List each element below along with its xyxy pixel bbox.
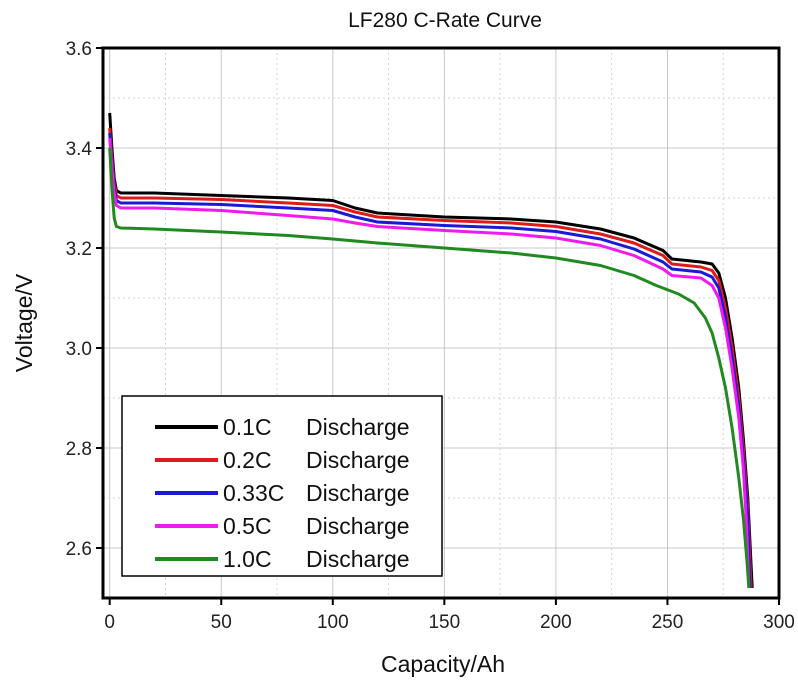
legend-series-label: Discharge xyxy=(306,447,410,473)
series-line-0-2c xyxy=(108,127,753,589)
x-tick-label: 300 xyxy=(763,612,795,633)
x-tick-label: 100 xyxy=(317,612,349,633)
axis-ticks: 0 50 100 150 200 250 300 2.6 2.8 3.0 3.2 3.4 3.6 xyxy=(66,39,795,633)
x-axis-title: Capacity/Ah xyxy=(381,651,505,677)
x-tick-label: 0 xyxy=(104,612,115,633)
legend-series-label: Discharge xyxy=(306,414,410,440)
series-lines xyxy=(108,112,754,589)
series-line-0-5c xyxy=(108,137,751,589)
legend-series-name: 0.5C xyxy=(223,513,272,539)
legend-series-label: Discharge xyxy=(306,480,410,506)
y-axis-title: Voltage/V xyxy=(11,273,37,372)
y-tick-label: 2.8 xyxy=(66,439,92,460)
x-tick-label: 250 xyxy=(652,612,684,633)
series-line-1-0c xyxy=(108,147,751,589)
x-tick-label: 200 xyxy=(540,612,572,633)
y-tick-label: 3.4 xyxy=(66,139,93,160)
legend-series-name: 0.33C xyxy=(223,480,284,506)
legend-series-name: 1.0C xyxy=(223,546,272,572)
y-tick-label: 3.6 xyxy=(66,39,92,60)
series-line-0-33c xyxy=(108,132,752,589)
legend-series-name: 0.1C xyxy=(223,414,272,440)
x-tick-label: 50 xyxy=(211,612,232,633)
plot-frame xyxy=(101,46,781,600)
series-line-0-1c xyxy=(108,112,754,589)
legend: 0.1C Discharge 0.2C Discharge 0.33C Discharge… xyxy=(121,395,443,577)
chart-title: LF280 C-Rate Curve xyxy=(348,9,542,32)
y-tick-label: 3.2 xyxy=(66,239,92,260)
legend-series-label: Discharge xyxy=(306,513,410,539)
y-tick-label: 2.6 xyxy=(66,539,92,560)
legend-series-name: 0.2C xyxy=(223,447,272,473)
x-tick-label: 150 xyxy=(428,612,460,633)
y-tick-label: 3.0 xyxy=(66,339,92,360)
legend-series-label: Discharge xyxy=(306,546,410,572)
